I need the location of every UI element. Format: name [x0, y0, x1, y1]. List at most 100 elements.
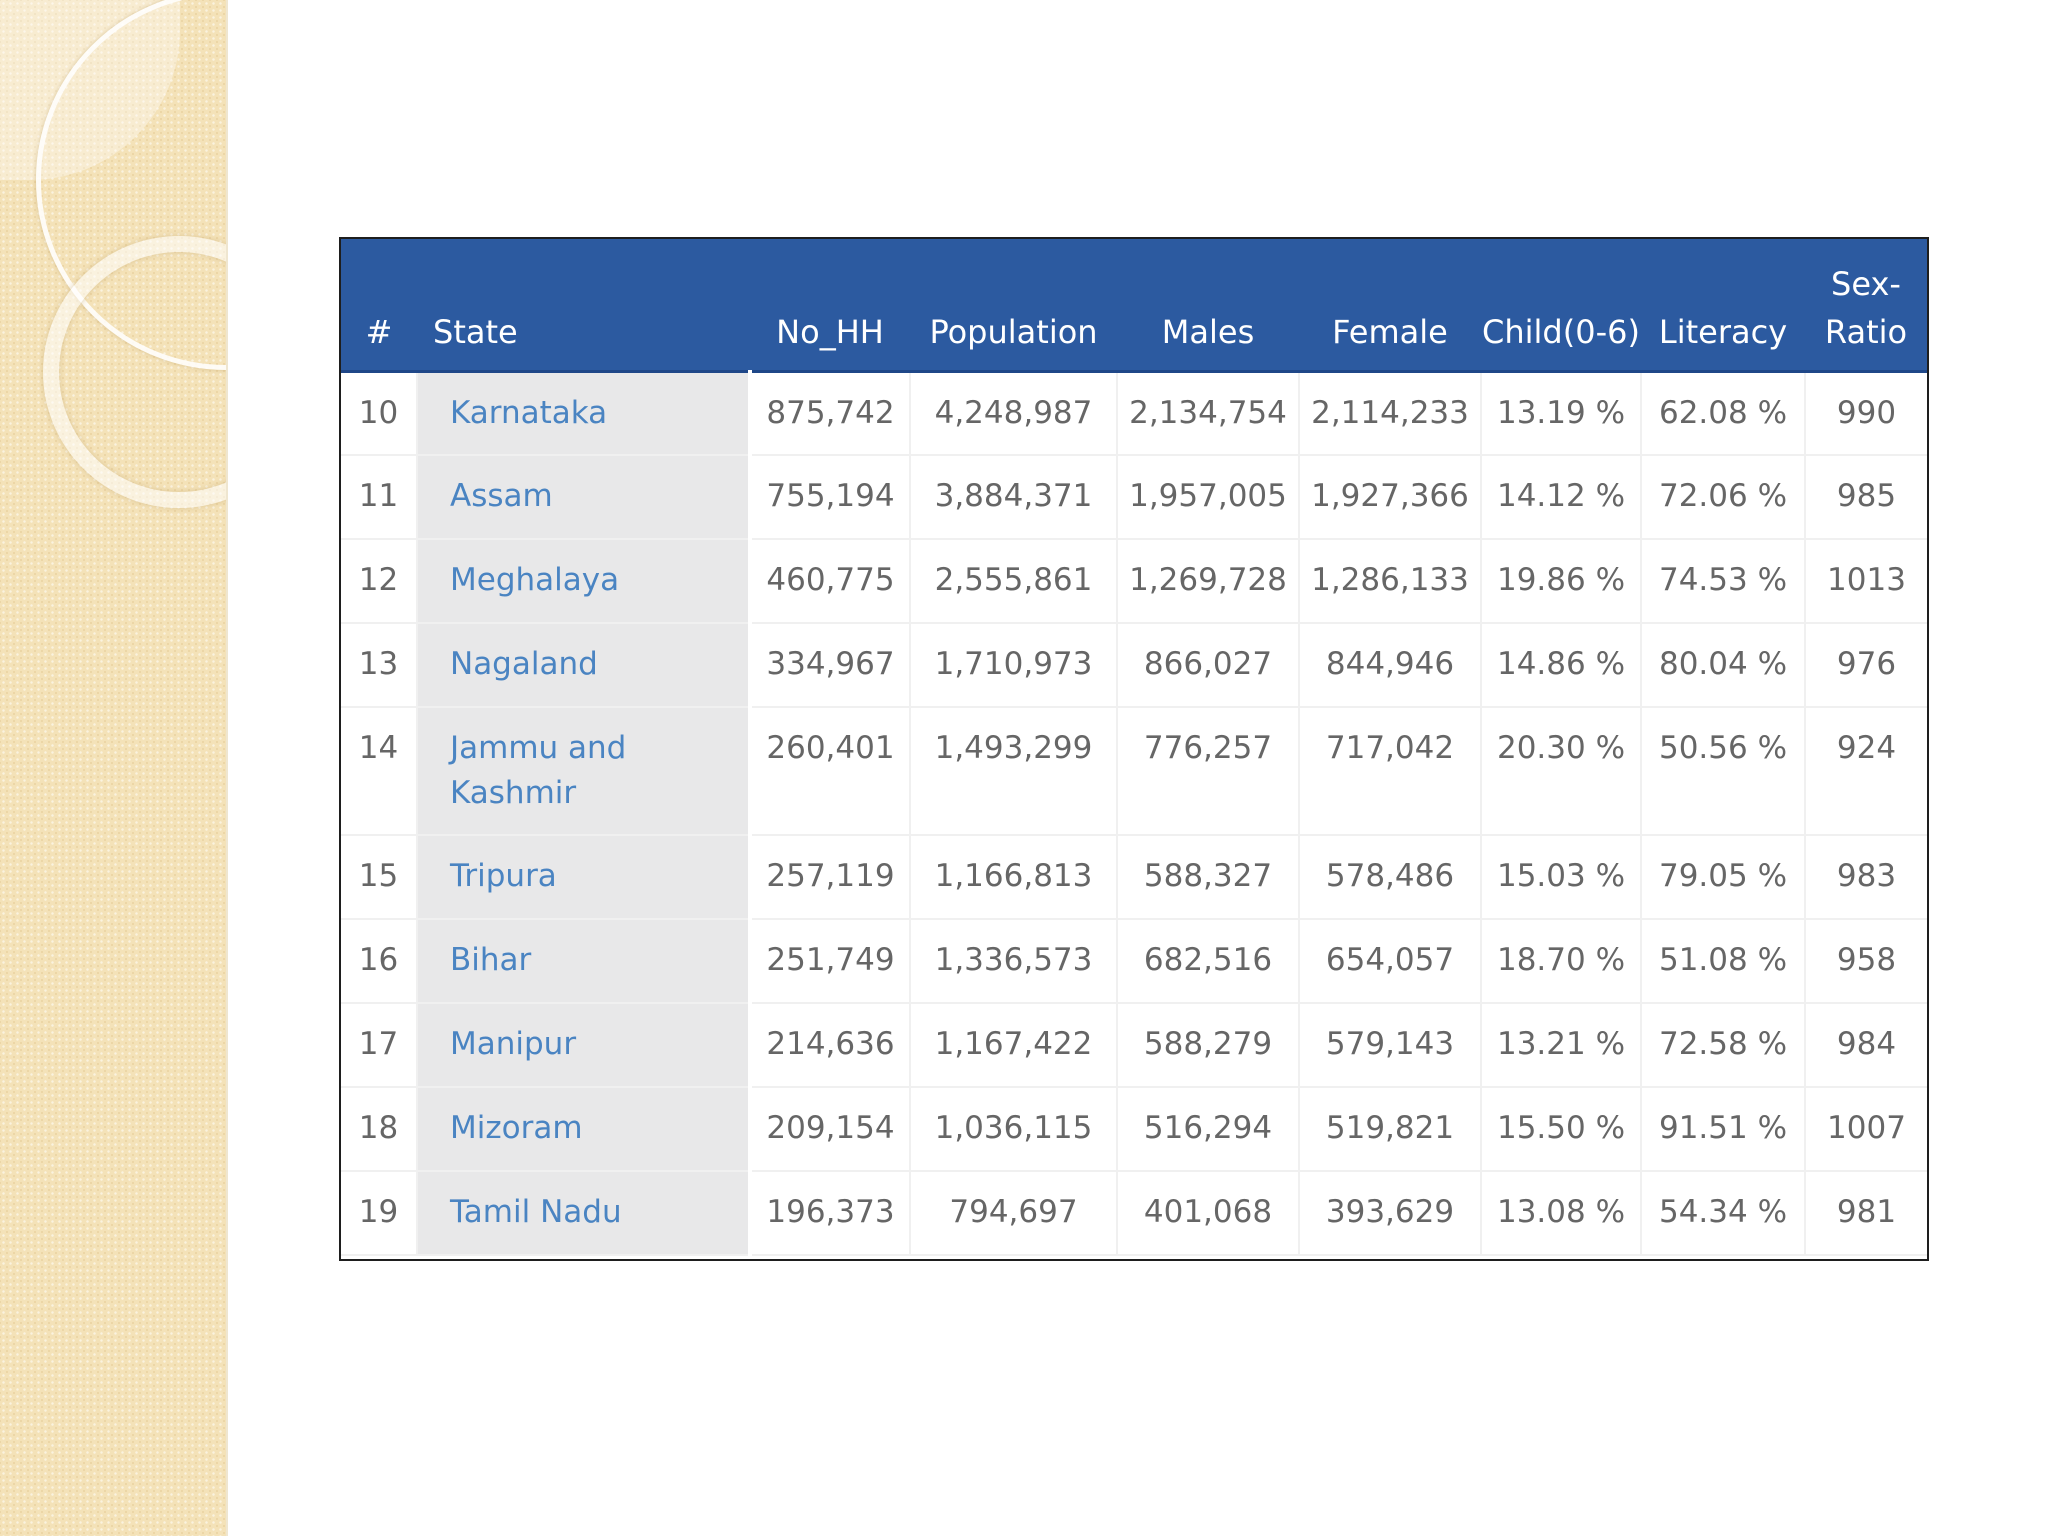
column-header-female[interactable]: Female: [1332, 312, 1448, 351]
state-link[interactable]: Manipur: [417, 1003, 752, 1088]
state-link[interactable]: Meghalaya: [417, 539, 752, 624]
population-cell: 2,555,861: [910, 539, 1118, 624]
literacy-cell: 51.08 %: [1641, 919, 1806, 1004]
row-number: 15: [341, 835, 418, 920]
child-cell: 13.19 %: [1481, 371, 1642, 456]
row-number: 19: [341, 1171, 418, 1256]
state-link[interactable]: Jammu and Kashmir: [417, 707, 752, 836]
no-hh-cell: 251,749: [750, 919, 911, 1004]
no-hh-cell: 196,373: [750, 1171, 911, 1256]
table-row: 14 Jammu and Kashmir 260,401 1,493,299 7…: [341, 707, 1927, 836]
no-hh-cell: 260,401: [750, 707, 911, 836]
column-header-no-hh[interactable]: No_HH: [776, 312, 884, 351]
child-cell: 13.08 %: [1481, 1171, 1642, 1256]
child-cell: 13.21 %: [1481, 1003, 1642, 1088]
sex-ratio-cell: 958: [1805, 919, 1927, 1004]
female-cell: 654,057: [1299, 919, 1482, 1004]
row-number: 10: [341, 371, 418, 456]
row-number: 16: [341, 919, 418, 1004]
no-hh-cell: 875,742: [750, 371, 911, 456]
sex-ratio-cell: 985: [1805, 455, 1927, 540]
males-cell: 1,269,728: [1117, 539, 1300, 624]
state-link[interactable]: Mizoram: [417, 1087, 752, 1172]
literacy-cell: 54.34 %: [1641, 1171, 1806, 1256]
female-cell: 578,486: [1299, 835, 1482, 920]
table-row: 19 Tamil Nadu 196,373 794,697 401,068 39…: [341, 1171, 1927, 1256]
literacy-cell: 80.04 %: [1641, 623, 1806, 708]
literacy-cell: 74.53 %: [1641, 539, 1806, 624]
literacy-cell: 72.58 %: [1641, 1003, 1806, 1088]
child-cell: 14.86 %: [1481, 623, 1642, 708]
column-header-sex-ratio[interactable]: Sex-Ratio: [1824, 264, 1908, 351]
table-row: 17 Manipur 214,636 1,167,422 588,279 579…: [341, 1003, 1927, 1088]
population-cell: 1,167,422: [910, 1003, 1118, 1088]
state-link[interactable]: Assam: [417, 455, 752, 540]
row-number: 11: [341, 455, 418, 540]
population-cell: 794,697: [910, 1171, 1118, 1256]
child-cell: 18.70 %: [1481, 919, 1642, 1004]
child-cell: 19.86 %: [1481, 539, 1642, 624]
no-hh-cell: 257,119: [750, 835, 911, 920]
sex-ratio-cell: 983: [1805, 835, 1927, 920]
population-cell: 1,710,973: [910, 623, 1118, 708]
population-cell: 1,336,573: [910, 919, 1118, 1004]
population-cell: 1,166,813: [910, 835, 1118, 920]
row-number: 13: [341, 623, 418, 708]
population-cell: 1,493,299: [910, 707, 1118, 836]
female-cell: 844,946: [1299, 623, 1482, 708]
column-header-state[interactable]: State: [433, 312, 518, 351]
table-row: 18 Mizoram 209,154 1,036,115 516,294 519…: [341, 1087, 1927, 1172]
row-number: 14: [341, 707, 418, 836]
child-cell: 15.50 %: [1481, 1087, 1642, 1172]
female-cell: 1,286,133: [1299, 539, 1482, 624]
sex-ratio-cell: 990: [1805, 371, 1927, 456]
state-link[interactable]: Tripura: [417, 835, 752, 920]
males-cell: 401,068: [1117, 1171, 1300, 1256]
males-cell: 2,134,754: [1117, 371, 1300, 456]
population-cell: 1,036,115: [910, 1087, 1118, 1172]
literacy-cell: 50.56 %: [1641, 707, 1806, 836]
table-row: 10 Karnataka 875,742 4,248,987 2,134,754…: [341, 371, 1927, 456]
female-cell: 579,143: [1299, 1003, 1482, 1088]
table-header-row: # State No_HH Population Males Female Ch…: [341, 239, 1927, 371]
sex-ratio-cell: 984: [1805, 1003, 1927, 1088]
population-cell: 3,884,371: [910, 455, 1118, 540]
state-statistics-table: # State No_HH Population Males Female Ch…: [341, 239, 1927, 1256]
female-cell: 393,629: [1299, 1171, 1482, 1256]
column-header-child[interactable]: Child(0-6): [1482, 312, 1640, 351]
state-link[interactable]: Tamil Nadu: [417, 1171, 752, 1256]
literacy-cell: 62.08 %: [1641, 371, 1806, 456]
sex-ratio-cell: 976: [1805, 623, 1927, 708]
table-row: 15 Tripura 257,119 1,166,813 588,327 578…: [341, 835, 1927, 920]
sex-ratio-cell: 1007: [1805, 1087, 1927, 1172]
males-cell: 866,027: [1117, 623, 1300, 708]
no-hh-cell: 460,775: [750, 539, 911, 624]
no-hh-cell: 334,967: [750, 623, 911, 708]
row-number: 17: [341, 1003, 418, 1088]
column-header-literacy[interactable]: Literacy: [1658, 312, 1788, 351]
state-link[interactable]: Bihar: [417, 919, 752, 1004]
sex-ratio-cell: 1013: [1805, 539, 1927, 624]
literacy-cell: 72.06 %: [1641, 455, 1806, 540]
males-cell: 1,957,005: [1117, 455, 1300, 540]
sex-ratio-cell: 924: [1805, 707, 1927, 836]
table-row: 16 Bihar 251,749 1,336,573 682,516 654,0…: [341, 919, 1927, 1004]
child-cell: 20.30 %: [1481, 707, 1642, 836]
literacy-cell: 79.05 %: [1641, 835, 1806, 920]
row-number: 18: [341, 1087, 418, 1172]
child-cell: 15.03 %: [1481, 835, 1642, 920]
sex-ratio-cell: 981: [1805, 1171, 1927, 1256]
population-cell: 4,248,987: [910, 371, 1118, 456]
state-link[interactable]: Nagaland: [417, 623, 752, 708]
side-panel-edge: [226, 0, 228, 1536]
female-cell: 1,927,366: [1299, 455, 1482, 540]
state-link[interactable]: Karnataka: [417, 371, 752, 456]
column-header-population[interactable]: Population: [929, 312, 1098, 351]
row-number: 12: [341, 539, 418, 624]
decorative-side-panel: [0, 0, 226, 1536]
column-header-males[interactable]: Males: [1161, 312, 1255, 351]
column-header-number[interactable]: #: [365, 312, 393, 351]
males-cell: 682,516: [1117, 919, 1300, 1004]
female-cell: 519,821: [1299, 1087, 1482, 1172]
table-row: 11 Assam 755,194 3,884,371 1,957,005 1,9…: [341, 455, 1927, 540]
